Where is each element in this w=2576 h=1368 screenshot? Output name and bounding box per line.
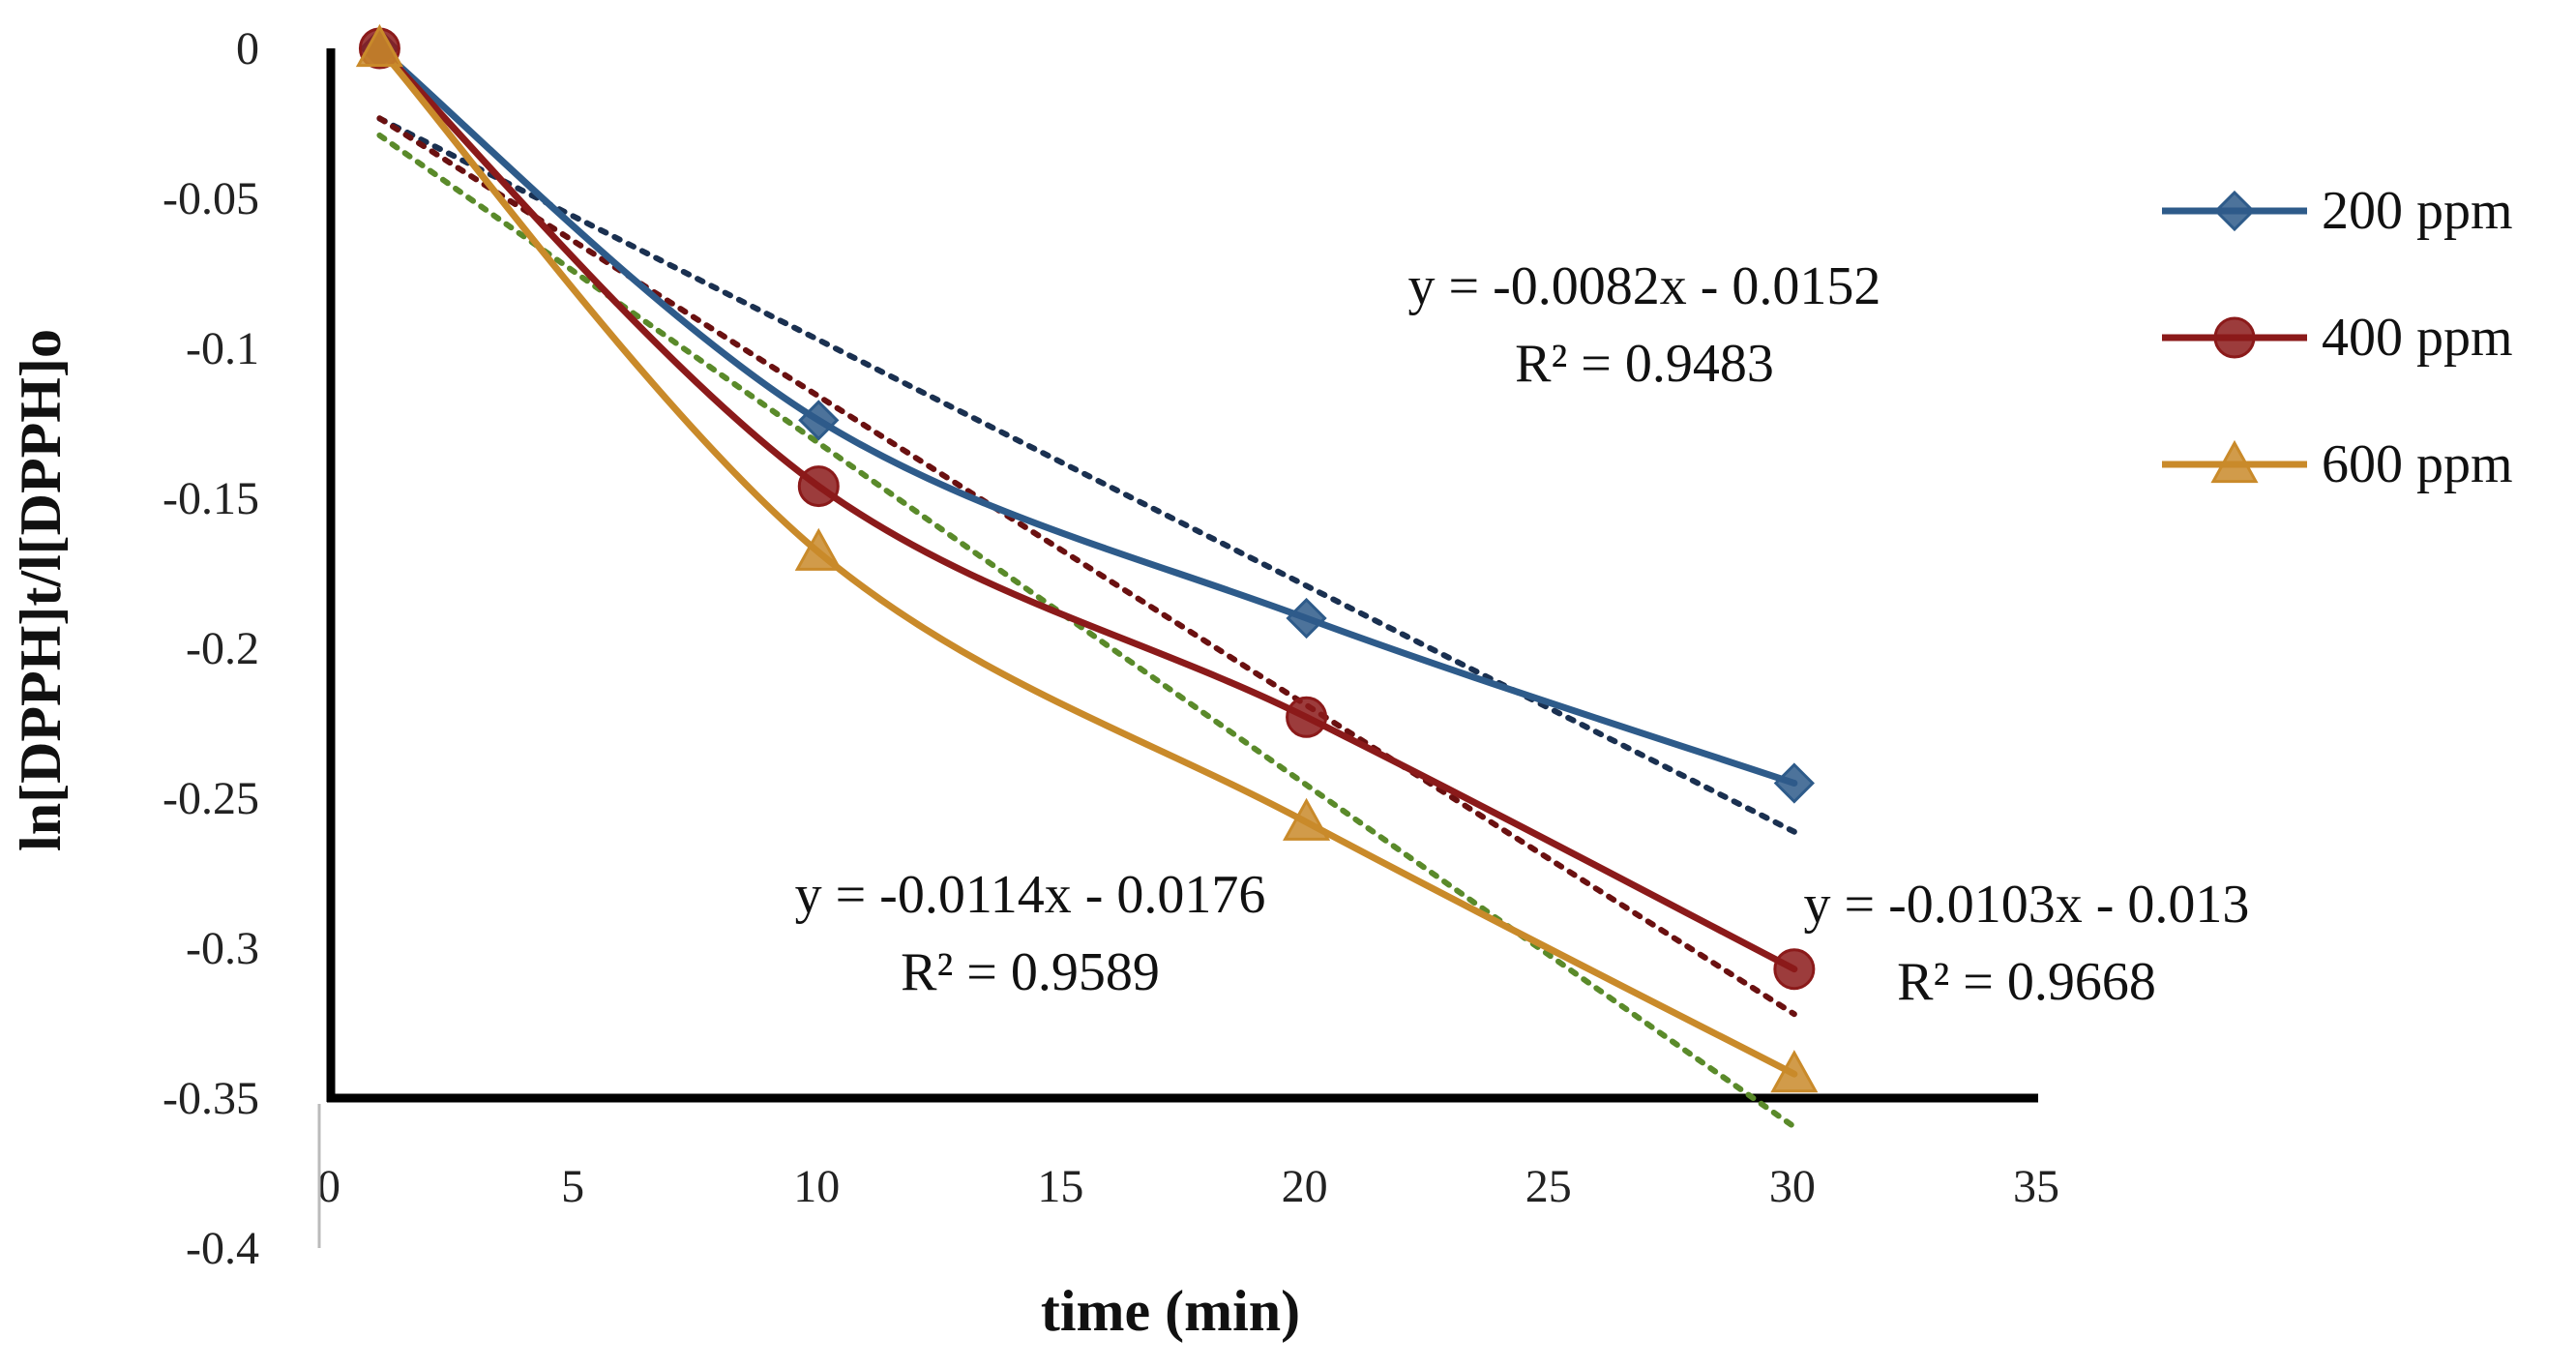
series-line-600ppm [375, 45, 1798, 1078]
data-point-400ppm [797, 465, 840, 508]
legend-marker-200ppm [2213, 190, 2256, 232]
equation-600ppm: y = -0.0114x - 0.0176 R² = 0.9589 [795, 865, 1266, 1002]
x-tick-label: 15 [1037, 1161, 1083, 1212]
x-tick-label: 25 [1525, 1161, 1572, 1212]
x-tick-label: 35 [2013, 1161, 2059, 1212]
equation-400ppm-formula: y = -0.0103x - 0.013 [1804, 875, 2250, 935]
data-point-600ppm [1283, 797, 1331, 841]
equation-400ppm: y = -0.0103x - 0.013 R² = 0.9668 [1804, 875, 2250, 1012]
data-point-600ppm [794, 527, 843, 571]
data-point-400ppm [1773, 948, 1816, 991]
legend: 200 ppm 400 ppm 600 ppm [2162, 181, 2513, 494]
x-axis-title: time (min) [1041, 1279, 1300, 1343]
x-tick-label: 30 [1769, 1161, 1816, 1212]
equation-200ppm-r2: R² = 0.9483 [1515, 334, 1774, 394]
legend-item-200ppm: 200 ppm [2162, 181, 2513, 241]
equation-600ppm-r2: R² = 0.9589 [901, 942, 1160, 1002]
y-tick-label: -0.3 [186, 923, 259, 974]
x-tick-label: 0 [317, 1161, 341, 1212]
x-tick-label: 10 [793, 1161, 840, 1212]
legend-marker-shape [2210, 439, 2259, 484]
y-tick-label: 0 [236, 23, 259, 74]
data-point-200ppm [798, 400, 840, 441]
data-point-200ppm [1286, 597, 1327, 639]
trendline-200ppm [376, 115, 1797, 835]
trendline-600ppm [376, 132, 1797, 1130]
data-point-400ppm [1286, 696, 1328, 738]
y-tick-label: -0.35 [163, 1073, 259, 1124]
equation-200ppm-formula: y = -0.0082x - 0.0152 [1408, 256, 1881, 316]
x-tick-label: 20 [1282, 1161, 1328, 1212]
y-tick-label: -0.25 [163, 773, 259, 824]
legend-marker-shape [2213, 316, 2256, 359]
data-point-600ppm [355, 23, 403, 68]
legend-label-400ppm: 400 ppm [2322, 308, 2513, 368]
y-tick-label: -0.15 [163, 473, 259, 524]
y-tick-label: -0.4 [186, 1223, 259, 1274]
data-point-600ppm [1770, 1050, 1819, 1093]
y-tick-label: -0.05 [163, 173, 259, 224]
legend-marker-600ppm [2210, 439, 2259, 484]
legend-item-600ppm: 600 ppm [2162, 434, 2513, 494]
series-lines [375, 45, 1798, 1078]
x-tick-label: 5 [561, 1161, 584, 1212]
data-point-200ppm [1773, 762, 1815, 804]
legend-label-600ppm: 600 ppm [2322, 434, 2513, 494]
legend-item-400ppm: 400 ppm [2162, 308, 2513, 368]
y-axis-title: ln[DPPH]t/l[DPPH]o [9, 329, 73, 851]
equation-400ppm-r2: R² = 0.9668 [1897, 952, 2156, 1012]
y-tick-label: -0.1 [186, 323, 259, 374]
y-tick-label: -0.2 [186, 623, 259, 674]
series-markers [355, 23, 1819, 1093]
series-line-200ppm [375, 45, 1798, 787]
y-tick-labels: 0 -0.05 -0.1 -0.15 -0.2 -0.25 -0.3 -0.35 -0.4 [163, 23, 259, 1274]
series-line-400ppm [375, 45, 1798, 973]
x-tick-labels: 0 5 10 15 20 25 30 35 [317, 1161, 2059, 1212]
legend-label-200ppm: 200 ppm [2322, 181, 2513, 241]
equation-200ppm: y = -0.0082x - 0.0152 R² = 0.9483 [1408, 256, 1881, 394]
equation-600ppm-formula: y = -0.0114x - 0.0176 [795, 865, 1266, 925]
legend-marker-shape [2213, 190, 2256, 232]
legend-marker-400ppm [2213, 316, 2256, 359]
